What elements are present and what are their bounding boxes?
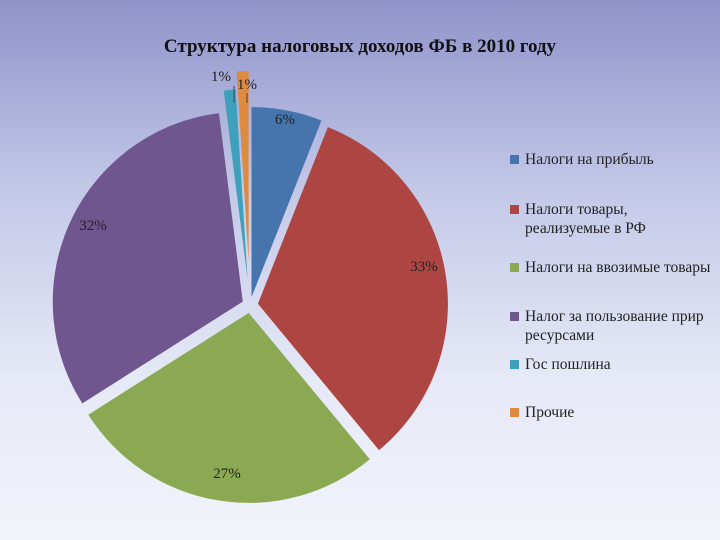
slice-label: 6% (275, 112, 295, 128)
slice-label: 1% (211, 69, 231, 85)
pie-slice (223, 89, 248, 280)
slice-label: 33% (410, 259, 438, 275)
legend-item: Налог за пользование прир ресурсами (510, 307, 715, 345)
legend-swatch (510, 408, 519, 417)
legend-label: Налог за пользование прир ресурсами (525, 308, 704, 344)
legend-swatch (510, 360, 519, 369)
legend-label: Налоги на ввозимые товары (525, 259, 711, 276)
slice-label: 1% (237, 77, 257, 93)
legend-item: Налоги на ввозимые товары (510, 258, 710, 277)
slice-label: 27% (213, 466, 241, 482)
pie-slice (236, 71, 249, 262)
legend-item: Гос пошлина (510, 355, 611, 374)
legend-label: Прочие (525, 404, 575, 421)
chart-title: Структура налоговых доходов ФБ в 2010 го… (163, 36, 557, 57)
legend-swatch (510, 263, 519, 272)
pie-slice (257, 127, 448, 451)
legend-label: Налоги на прибыль (525, 151, 654, 168)
pie-slice (251, 107, 322, 298)
slice-label: 32% (79, 218, 107, 234)
legend-swatch (510, 155, 519, 164)
legend-swatch (510, 205, 519, 214)
legend-item: Прочие (510, 403, 574, 422)
legend-item: Налоги на прибыль (510, 150, 654, 169)
legend-label: Гос пошлина (525, 356, 611, 373)
legend-label: Налоги товары, реализуемые в РФ (525, 201, 646, 237)
legend-item: Налоги товары, реализуемые в РФ (510, 200, 715, 238)
pie-slice (88, 312, 370, 503)
pie-slice (52, 113, 243, 404)
legend-swatch (510, 312, 519, 321)
